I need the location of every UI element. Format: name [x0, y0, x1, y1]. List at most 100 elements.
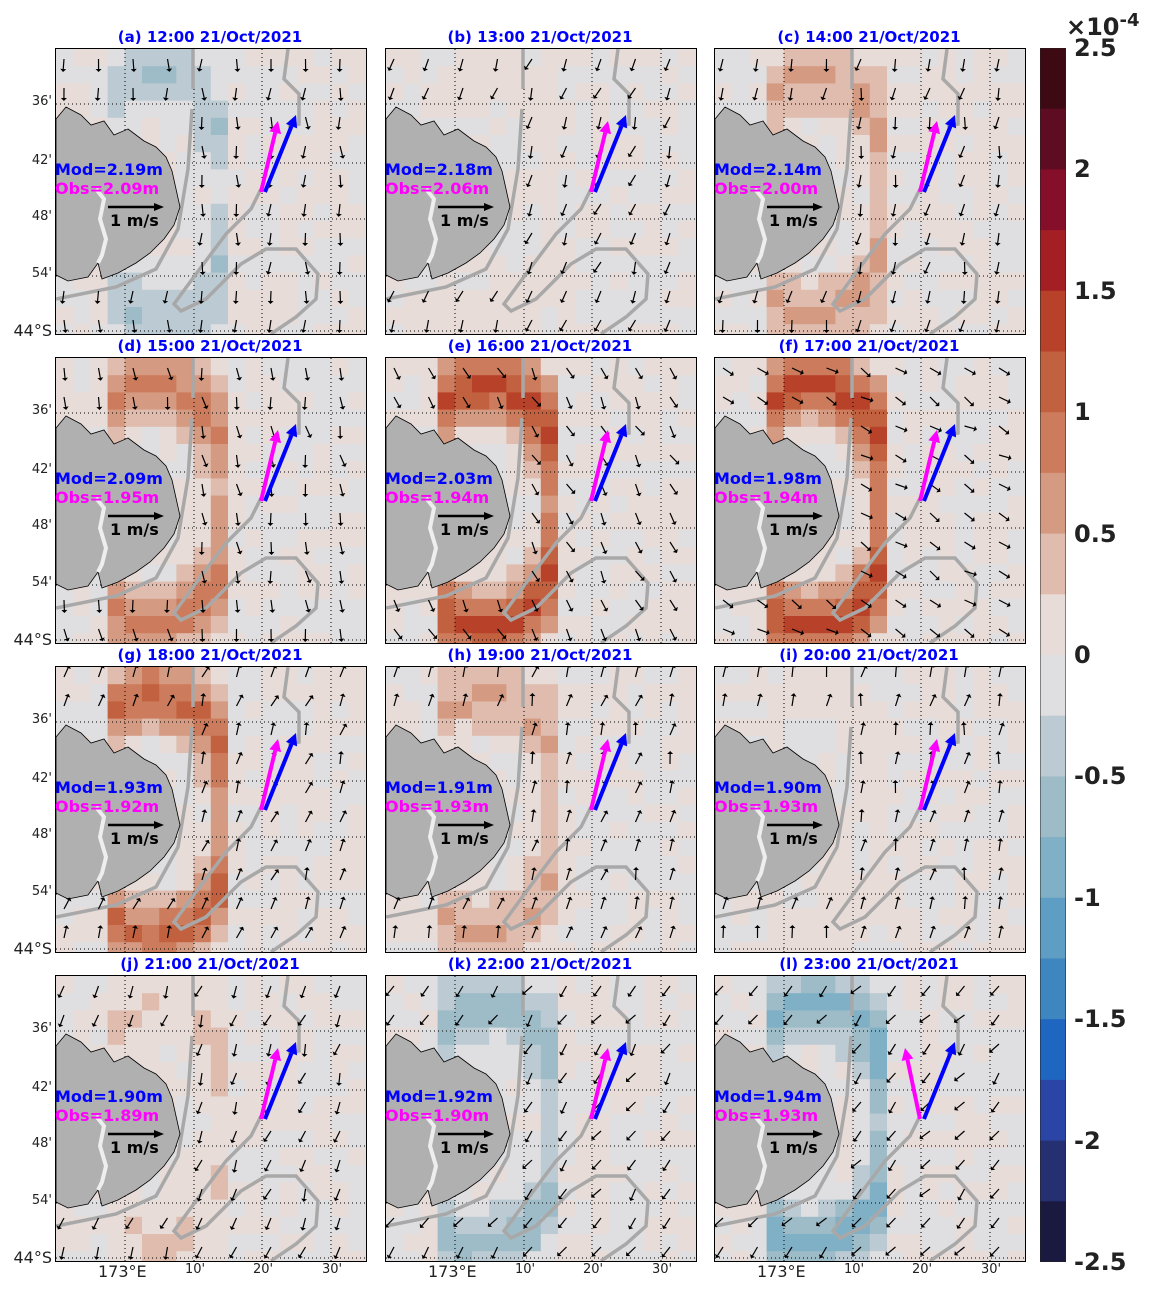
- anomaly-cell: [176, 272, 195, 291]
- anomaly-cell: [990, 1148, 1008, 1166]
- anomaly-cell: [437, 701, 456, 720]
- anomaly-cell: [887, 117, 905, 136]
- anomaly-cell: [314, 83, 332, 102]
- anomaly-cell: [245, 289, 263, 308]
- anomaly-cell: [644, 1130, 662, 1149]
- anomaly-cell: [245, 426, 263, 445]
- current-arrow: [860, 628, 872, 638]
- anomaly-cell: [766, 925, 785, 943]
- anomaly-cell: [348, 512, 367, 531]
- anomaly-cell: [1007, 1165, 1026, 1183]
- current-arrow: [300, 87, 307, 101]
- anomaly-cell: [575, 272, 593, 291]
- anomaly-cell: [296, 718, 315, 737]
- anomaly-cell: [558, 925, 576, 943]
- colorbar-band: [1040, 108, 1066, 170]
- anomaly-cell: [296, 83, 315, 102]
- current-arrow: [195, 1217, 203, 1230]
- land-peninsula: [385, 1033, 511, 1209]
- anomaly-cell: [609, 564, 628, 583]
- current-arrow: [531, 570, 541, 582]
- current-arrow: [495, 925, 502, 939]
- anomaly-cell: [331, 1062, 349, 1080]
- current-arrow: [891, 58, 898, 72]
- anomaly-cell: [749, 684, 768, 702]
- anomaly-cell: [749, 633, 768, 651]
- anomaly-cell: [296, 564, 315, 583]
- current-arrow: [887, 1159, 897, 1172]
- anomaly-cell: [523, 117, 542, 136]
- anomaly-cell: [159, 272, 177, 291]
- anomaly-cell: [801, 1044, 819, 1063]
- anomaly-cell: [523, 272, 542, 291]
- anomaly-cell: [210, 581, 229, 600]
- colorbar: [1040, 48, 1066, 1262]
- current-arrow: [338, 570, 345, 584]
- current-arrow: [198, 116, 205, 130]
- anomaly-cell: [386, 358, 404, 376]
- anomaly-cell: [990, 1044, 1008, 1063]
- current-arrow: [427, 896, 435, 910]
- anomaly-cell: [955, 100, 974, 119]
- current-arrow: [853, 1072, 862, 1085]
- anomaly-cell: [523, 358, 542, 376]
- anomaly-cell: [437, 976, 456, 994]
- anomaly-cell: [869, 976, 888, 994]
- anomaly-cell: [262, 839, 281, 857]
- anomaly-cell: [661, 203, 679, 222]
- anomaly-cell: [869, 1113, 888, 1132]
- anomaly-cell: [523, 375, 542, 393]
- anomaly-cell: [852, 117, 871, 136]
- anomaly-cell: [904, 1216, 922, 1235]
- current-arrow: [93, 1246, 100, 1260]
- anomaly-cell: [159, 1044, 177, 1063]
- anomaly-cell: [938, 1199, 957, 1218]
- anomaly-cell: [592, 1027, 611, 1046]
- anomaly-cell: [887, 1044, 905, 1063]
- current-arrow: [895, 396, 906, 406]
- anomaly-cell: [609, 1216, 628, 1235]
- anomaly-cell: [678, 684, 697, 702]
- current-arrow: [669, 896, 676, 910]
- anomaly-cell: [331, 1148, 349, 1166]
- anomaly-cell: [644, 221, 662, 239]
- anomaly-cell: [348, 135, 367, 153]
- anomaly-cell: [921, 203, 940, 222]
- anomaly-cell: [124, 49, 143, 67]
- anomaly-cell: [314, 289, 332, 308]
- anomaly-cell: [176, 392, 195, 411]
- current-arrow: [990, 1188, 1000, 1199]
- anomaly-cell: [558, 495, 576, 514]
- anomaly-cell: [331, 993, 349, 1011]
- current-arrow: [919, 1014, 931, 1024]
- anomaly-cell: [869, 856, 888, 874]
- current-arrow: [201, 723, 209, 736]
- anomaly-cell: [869, 324, 888, 342]
- current-arrow: [963, 838, 970, 852]
- anomaly-cell: [506, 633, 525, 651]
- current-arrow: [669, 723, 677, 736]
- anomaly-cell: [245, 461, 263, 479]
- anomaly-cell: [921, 616, 940, 634]
- current-arrow: [625, 1072, 636, 1083]
- scale-arrow-label: 1 m/s: [769, 1138, 818, 1157]
- current-arrow: [235, 926, 245, 939]
- anomaly-cell: [973, 117, 991, 136]
- anomaly-cell: [575, 839, 593, 857]
- anomaly-cell: [314, 1234, 332, 1252]
- anomaly-cell: [715, 1010, 733, 1029]
- anomaly-cell: [489, 1010, 507, 1029]
- current-arrow: [301, 203, 307, 217]
- anomaly-cell: [644, 770, 662, 788]
- anomaly-cell: [540, 735, 559, 754]
- current-arrow: [130, 87, 137, 101]
- anomaly-cell: [472, 66, 490, 84]
- anomaly-cell: [279, 1165, 298, 1183]
- anomaly-cell: [403, 392, 421, 411]
- anomaly-cell: [348, 152, 367, 170]
- anomaly-cell: [210, 942, 229, 960]
- anomaly-cell: [575, 66, 593, 84]
- anomaly-cell: [626, 581, 645, 600]
- anomaly-cell: [678, 839, 697, 857]
- anomaly-cell: [904, 426, 922, 445]
